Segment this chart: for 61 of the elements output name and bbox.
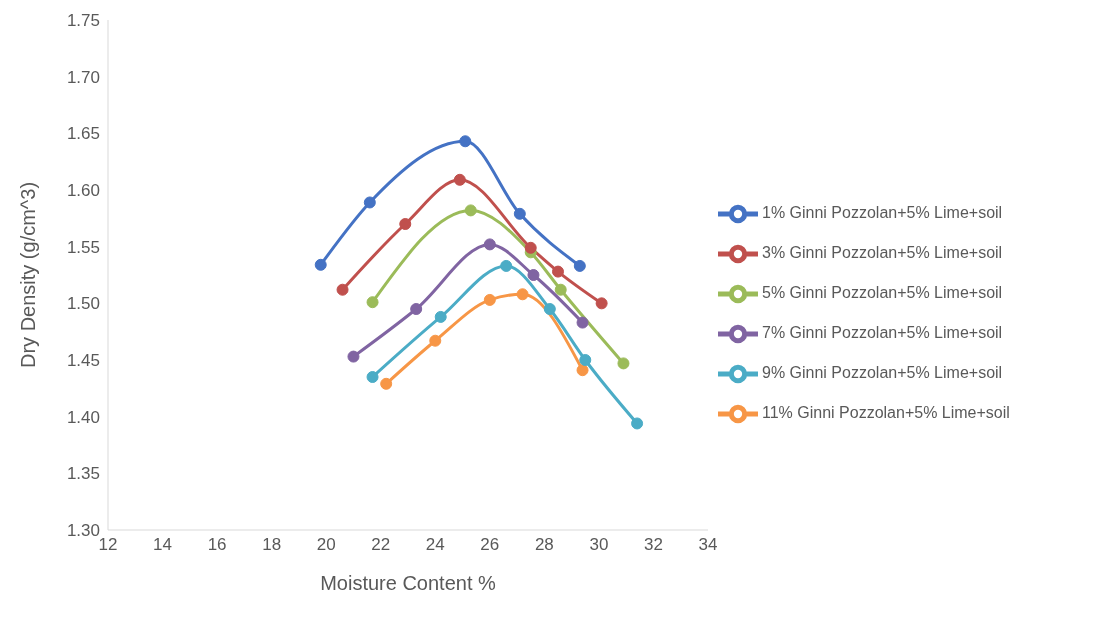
point: [464, 204, 477, 217]
legend-label: 3% Ginni Pozzolan+5% Lime+soil: [762, 244, 1003, 262]
x-tick-label: 22: [371, 535, 391, 555]
x-tick-label: 28: [534, 535, 554, 555]
point: [410, 303, 423, 315]
legend-label: 9% Ginni Pozzolan+5% Lime+soil: [762, 364, 1003, 382]
point: [513, 207, 526, 220]
point: [576, 364, 589, 377]
y-tick-label: 1.65: [66, 124, 100, 144]
point: [429, 334, 442, 347]
x-tick-label: 20: [316, 535, 336, 555]
y-tick-label: 1.55: [66, 237, 100, 257]
point: [524, 241, 537, 254]
point: [543, 303, 556, 315]
point: [631, 417, 644, 430]
y-tick-label: 1.70: [66, 67, 100, 87]
x-tick-label: 24: [425, 535, 445, 555]
legend-label: 11% Ginni Pozzolan+5% Lime+soil: [762, 404, 1010, 422]
y-tick-label: 1.75: [66, 11, 100, 31]
point: [573, 259, 586, 272]
y-axis-title: Dry Density (g/cm^3): [17, 181, 40, 369]
y-tick-label: 1.50: [66, 294, 100, 314]
point: [554, 283, 567, 296]
legend-label: 7% Ginni Pozzolan+5% Lime+soil: [762, 324, 1003, 342]
point: [453, 173, 466, 186]
point: [552, 265, 564, 278]
y-tick-label: 1.40: [66, 407, 100, 427]
point: [380, 377, 393, 390]
point: [434, 310, 447, 323]
x-tick-label: 16: [207, 535, 227, 555]
point: [483, 238, 496, 251]
point: [336, 283, 349, 296]
y-tick-label: 1.35: [66, 464, 100, 484]
x-axis-title: Moisture Content %: [320, 572, 497, 594]
legend-label: 5% Ginni Pozzolan+5% Lime+soil: [762, 284, 1003, 302]
point: [483, 293, 496, 306]
point: [527, 269, 540, 281]
point: [516, 288, 529, 301]
x-tick-label: 26: [480, 535, 500, 555]
point: [500, 259, 513, 272]
x-tick-label: 18: [262, 535, 282, 555]
x-tick-label: 30: [589, 535, 609, 555]
point: [366, 371, 379, 383]
point: [347, 350, 360, 363]
point: [399, 218, 412, 230]
point: [595, 297, 608, 310]
y-tick-label: 1.30: [66, 521, 100, 541]
legend-label: 1% Ginni Pozzolan+5% Lime+soil: [762, 204, 1003, 222]
x-tick-label: 14: [153, 535, 173, 555]
point: [459, 135, 472, 148]
x-tick-label: 12: [98, 535, 118, 555]
y-tick-label: 1.45: [66, 351, 100, 371]
x-tick-label: 32: [643, 535, 663, 555]
point: [576, 316, 589, 329]
y-tick-label: 1.60: [66, 181, 100, 201]
x-tick-label: 34: [698, 535, 718, 555]
point: [617, 357, 630, 370]
point: [366, 296, 379, 309]
point: [579, 354, 592, 366]
point: [363, 196, 376, 209]
point: [314, 258, 327, 271]
